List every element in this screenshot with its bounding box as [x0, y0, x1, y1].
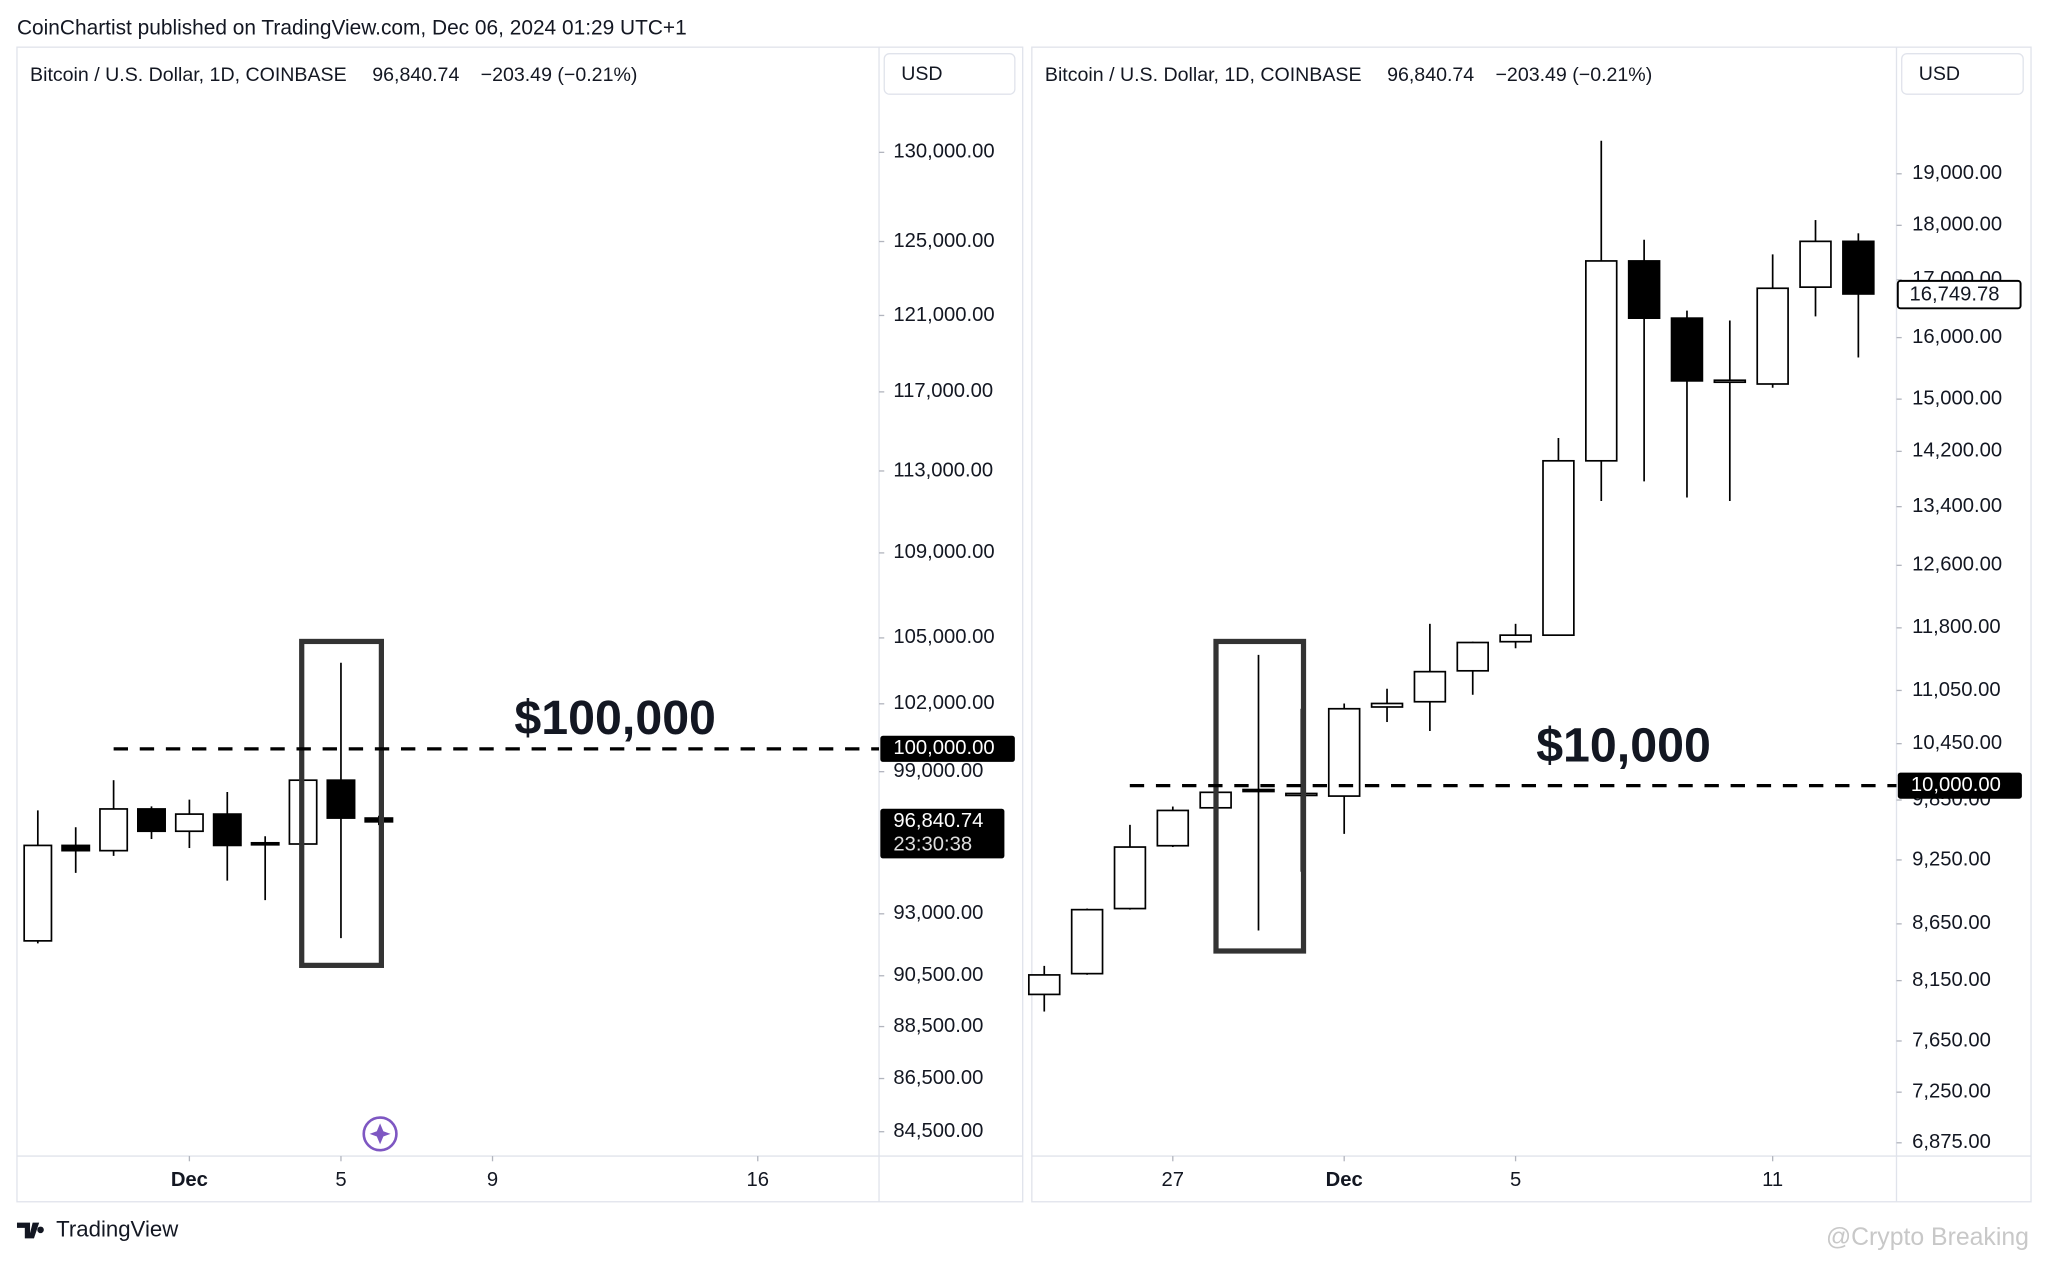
candle-body [1627, 260, 1661, 319]
currency-button[interactable] [1901, 53, 2024, 95]
watermark: @Crypto Breaking [1826, 1224, 2029, 1251]
currency: USD [1919, 63, 1960, 85]
y-tick-label: 99,000.00 [893, 760, 983, 782]
x-tick-label: 5 [335, 1169, 346, 1191]
symbol: Bitcoin / U.S. Dollar, 1D, COINBASE [1045, 64, 1362, 86]
level-label-box [880, 735, 1015, 762]
y-tick-label: 15,000.00 [1912, 387, 2002, 409]
candle-body [1756, 287, 1789, 385]
y-tick-label: 13,400.00 [1912, 495, 2002, 517]
panel [1031, 46, 2032, 1203]
level-label: 100,000.00 [893, 737, 994, 759]
candle-body [1713, 379, 1747, 384]
x-tick-label: 9 [487, 1169, 498, 1191]
y-tick-label: 88,500.00 [893, 1015, 983, 1037]
charts: Bitcoin / U.S. Dollar, 1D, COINBASE 96,84… [16, 46, 2032, 1203]
y-tick-label: 8,650.00 [1912, 912, 1991, 934]
candle-body [1156, 809, 1190, 847]
last-price-box [880, 808, 1005, 859]
symbol: Bitcoin / U.S. Dollar, 1D, COINBASE [30, 64, 347, 86]
candle-body [23, 844, 53, 942]
last-price-label: 96,840.74 [893, 810, 983, 832]
y-tick-label: 86,500.00 [893, 1067, 983, 1089]
y-tick-label: 7,650.00 [1912, 1029, 1991, 1051]
level-label: 10,000.00 [1911, 774, 2001, 796]
highlight-box [1213, 638, 1307, 954]
price: 96,840.74 [372, 64, 459, 86]
change: −203.49 (−0.21%) [481, 64, 638, 86]
panel [16, 46, 1024, 1203]
y-tick-label: 12,600.00 [1912, 554, 2002, 576]
y-tick-label: 125,000.00 [893, 230, 994, 252]
candle-body [212, 813, 242, 847]
x-tick-label: Dec [171, 1169, 208, 1191]
countdown: 23:30:38 [893, 834, 972, 856]
y-tick-label: 93,000.00 [893, 902, 983, 924]
y-tick-label: 9,250.00 [1912, 848, 1991, 870]
y-tick-label: 14,200.00 [1912, 440, 2002, 462]
y-tick-label: 10,450.00 [1912, 732, 2002, 754]
y-tick-label: 19,000.00 [1912, 162, 2002, 184]
annotation: $10,000 [1536, 718, 1711, 772]
candle-body [1327, 707, 1361, 797]
candle-body [61, 844, 91, 852]
candle-body [99, 808, 129, 852]
y-tick-label: 102,000.00 [893, 692, 994, 714]
candle-body [1499, 634, 1532, 643]
candle-body [1799, 240, 1832, 288]
price: 96,840.74 [1387, 64, 1474, 86]
brand: TradingView [56, 1216, 179, 1241]
y-tick-label: 109,000.00 [893, 541, 994, 563]
publisher-header: CoinChartist published on TradingView.co… [17, 16, 687, 39]
candle-body [250, 841, 280, 846]
x-tick-label: Dec [1326, 1169, 1363, 1191]
currency: USD [901, 63, 942, 85]
y-tick-label: 105,000.00 [893, 626, 994, 648]
y-tick-label: 18,000.00 [1912, 214, 2002, 236]
candle-body [1670, 317, 1704, 382]
assistant-star [369, 1123, 391, 1145]
candle-body [1413, 670, 1447, 703]
candle-body [1027, 974, 1061, 996]
annotation: $100,000 [514, 691, 716, 745]
y-tick-label: 16,000.00 [1912, 326, 2002, 348]
candle-body [1113, 846, 1147, 910]
y-tick-label: 130,000.00 [893, 141, 994, 163]
x-tick-label: 16 [747, 1169, 770, 1191]
x-tick-label: 5 [1510, 1169, 1521, 1191]
last-price-label: 16,749.78 [1910, 284, 2000, 306]
candle-body [174, 813, 204, 833]
y-tick-label: 7,250.00 [1912, 1081, 1991, 1103]
change: −203.49 (−0.21%) [1496, 64, 1653, 86]
candle-body [1842, 240, 1875, 295]
y-tick-label: 113,000.00 [893, 459, 993, 481]
candle-body [1370, 702, 1404, 708]
candle-body [1584, 260, 1618, 462]
y-tick-label: 117,000.00 [893, 380, 993, 402]
y-tick-label: 6,875.00 [1912, 1131, 1991, 1153]
x-tick-label: 27 [1162, 1169, 1185, 1191]
candle-body [326, 779, 356, 819]
y-tick-label: 84,500.00 [893, 1120, 983, 1142]
currency-button[interactable] [883, 53, 1016, 95]
highlight-box [299, 638, 384, 968]
y-tick-label: 121,000.00 [893, 304, 994, 326]
candle-body [137, 808, 166, 833]
level-label-box [1897, 772, 2022, 799]
y-tick-label: 11,800.00 [1912, 616, 2001, 638]
candle-body [1456, 641, 1490, 672]
candle-body [1242, 788, 1275, 793]
logo-icon [16, 1222, 44, 1239]
tradingview-logo: TradingView [16, 1216, 179, 1241]
x-tick-label: 11 [1762, 1169, 1783, 1191]
y-tick-label: 90,500.00 [893, 964, 983, 986]
y-tick-label: 8,150.00 [1912, 969, 1991, 991]
candle-body [1542, 459, 1575, 637]
candle-body [1070, 908, 1104, 975]
y-tick-label: 11,050.00 [1912, 679, 2001, 701]
last-price-box [1896, 279, 2022, 310]
